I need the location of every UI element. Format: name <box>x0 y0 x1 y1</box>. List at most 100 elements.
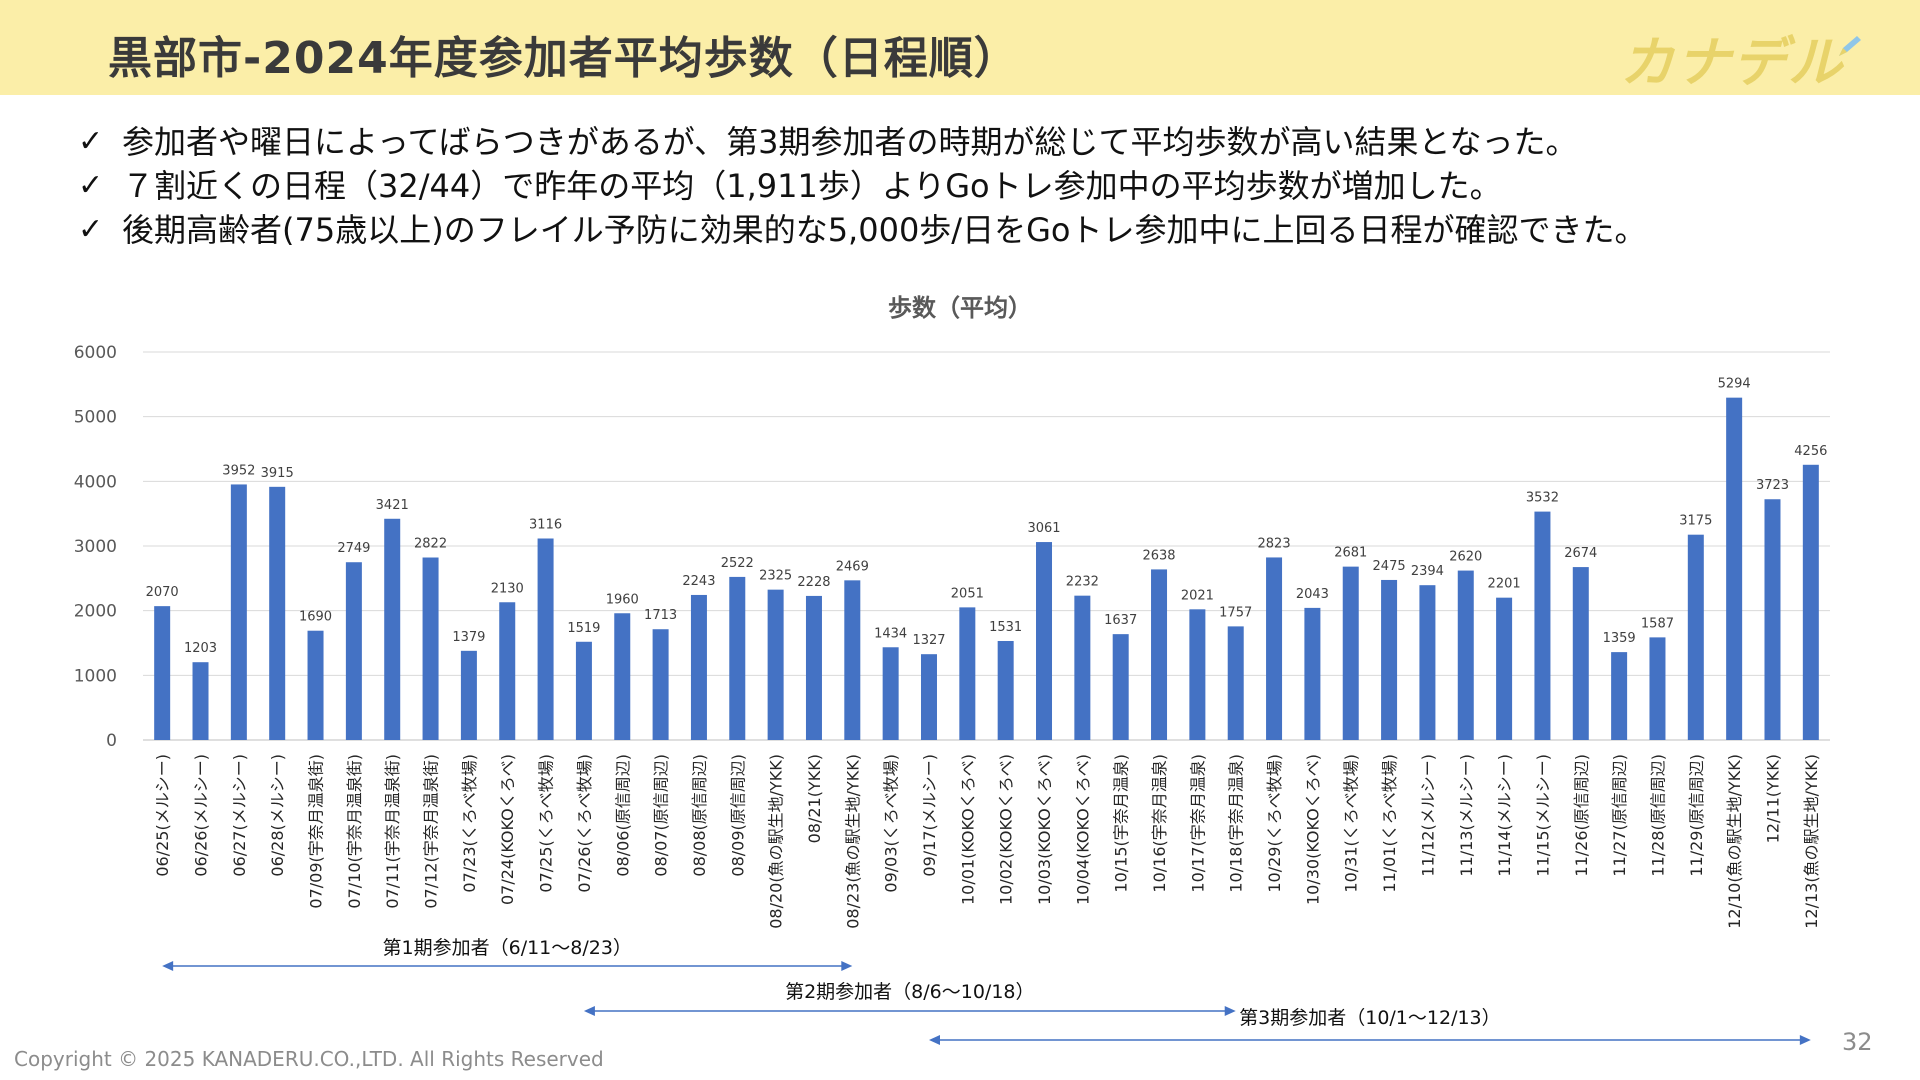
bar <box>537 538 554 740</box>
x-tick-label: 12/11(YKK) <box>1763 754 1782 843</box>
x-tick-label: 11/28(原信周辺) <box>1648 754 1667 877</box>
bar <box>882 647 899 740</box>
data-label: 2228 <box>797 575 830 590</box>
data-label: 1637 <box>1104 613 1137 628</box>
data-label: 2201 <box>1488 577 1521 592</box>
x-tick-label: 10/18(宇奈月温泉) <box>1227 754 1246 893</box>
chart-title: 歩数（平均） <box>888 294 1032 322</box>
x-tick-label: 12/10(魚の駅生地/YKK) <box>1725 754 1744 929</box>
y-tick-label: 3000 <box>74 537 117 557</box>
bar <box>384 518 401 740</box>
data-label: 2681 <box>1334 546 1367 561</box>
data-label: 2823 <box>1258 536 1291 551</box>
data-label: 1531 <box>989 620 1022 635</box>
period-label: 第3期参加者（10/1～12/13） <box>1239 1007 1501 1029</box>
check-icon: ✓ <box>78 124 104 159</box>
data-label: 2243 <box>682 574 715 589</box>
x-tick-label: 10/01(KOKOくろべ) <box>958 754 977 905</box>
bar <box>1189 609 1206 740</box>
y-tick-label: 1000 <box>74 666 117 686</box>
bar <box>690 594 707 740</box>
bar <box>1304 607 1321 740</box>
bar <box>805 595 822 740</box>
data-label: 3175 <box>1679 514 1712 529</box>
y-tick-label: 2000 <box>74 602 117 622</box>
x-tick-label: 11/26(原信周辺) <box>1572 754 1591 877</box>
x-tick-label: 07/09(宇奈月温泉街) <box>307 754 326 909</box>
x-tick-label: 11/29(原信周辺) <box>1687 754 1706 877</box>
bar <box>1074 595 1091 740</box>
bullet-item: ✓ 参加者や曜日によってばらつきがあるが、第3期参加者の時期が総じて平均歩数が高… <box>78 120 1878 164</box>
data-label: 2325 <box>759 569 792 584</box>
x-tick-label: 07/26(くろべ牧場) <box>575 754 594 893</box>
bullet-text: ７割近くの日程（32/44）で昨年の平均（1,911歩）よりGoトレ参加中の平均… <box>122 167 1502 205</box>
bar <box>1112 634 1129 740</box>
x-tick-label: 06/25(メルシー) <box>153 754 172 877</box>
bullet-text: 後期高齢者(75歳以上)のフレイル予防に効果的な5,000歩/日をGoトレ参加中… <box>122 211 1647 249</box>
bar <box>1227 626 1244 740</box>
x-tick-label: 10/04(KOKOくろべ) <box>1073 754 1092 905</box>
data-label: 2749 <box>337 541 370 556</box>
arrow-head-right <box>1799 1035 1811 1045</box>
x-tick-label: 10/31(くろべ牧場) <box>1342 754 1361 893</box>
period-label: 第2期参加者（8/6～10/18） <box>785 981 1034 1003</box>
x-tick-label: 09/17(メルシー) <box>920 754 939 877</box>
data-label: 4256 <box>1794 444 1827 459</box>
bar <box>1381 579 1398 740</box>
x-tick-label: 08/23(魚の駅生地/YKK) <box>843 754 862 929</box>
x-tick-label: 11/01(くろべ牧場) <box>1380 754 1399 893</box>
y-tick-label: 6000 <box>74 343 117 363</box>
data-label: 1434 <box>874 626 907 641</box>
bar <box>1649 637 1666 740</box>
bar <box>997 640 1014 740</box>
x-tick-label: 07/12(宇奈月温泉街) <box>422 754 441 909</box>
bar <box>230 484 247 740</box>
x-tick-label: 08/06(原信周辺) <box>613 754 632 877</box>
data-label: 2620 <box>1449 550 1482 565</box>
data-label: 1960 <box>606 592 639 607</box>
data-label: 2522 <box>721 556 754 571</box>
x-tick-label: 11/12(メルシー) <box>1418 754 1437 877</box>
data-label: 2043 <box>1296 587 1329 602</box>
page-number: 32 <box>1842 1028 1873 1056</box>
bar <box>269 486 286 740</box>
data-label: 2638 <box>1142 548 1175 563</box>
x-tick-label: 06/27(メルシー) <box>230 754 249 877</box>
bar <box>1419 585 1436 740</box>
y-tick-label: 5000 <box>74 408 117 428</box>
bar <box>729 576 746 740</box>
bar <box>307 630 324 740</box>
bar <box>1496 597 1513 740</box>
x-tick-label: 11/27(原信周辺) <box>1610 754 1629 877</box>
x-tick-label: 10/03(KOKOくろべ) <box>1035 754 1054 905</box>
data-label: 3915 <box>261 466 294 481</box>
x-tick-label: 06/26(メルシー) <box>192 754 211 877</box>
header-bar: 黒部市-2024年度参加者平均歩数（日程順） カナデル <box>0 0 1920 95</box>
data-label: 2130 <box>491 581 524 596</box>
data-label: 2469 <box>836 559 869 574</box>
y-tick-label: 0 <box>106 731 117 751</box>
x-tick-label: 10/02(KOKOくろべ) <box>997 754 1016 905</box>
data-label: 2822 <box>414 537 447 552</box>
data-label: 1203 <box>184 641 217 656</box>
y-tick-label: 4000 <box>74 472 117 492</box>
x-tick-label: 11/14(メルシー) <box>1495 754 1514 877</box>
data-label: 1757 <box>1219 605 1252 620</box>
arrow-head-left <box>583 1006 595 1016</box>
data-label: 1379 <box>452 630 485 645</box>
x-tick-label: 08/07(原信周辺) <box>652 754 671 877</box>
bar <box>959 607 976 740</box>
bar <box>844 580 861 740</box>
bullet-item: ✓ ７割近くの日程（32/44）で昨年の平均（1,911歩）よりGoトレ参加中の… <box>78 164 1878 208</box>
x-tick-label: 07/10(宇奈月温泉街) <box>345 754 364 909</box>
x-tick-label: 10/16(宇奈月温泉) <box>1150 754 1169 893</box>
arrow-head-left <box>162 961 174 971</box>
x-tick-label: 10/17(宇奈月温泉) <box>1188 754 1207 893</box>
data-label: 2051 <box>951 586 984 601</box>
check-icon: ✓ <box>78 168 104 203</box>
bar <box>1726 397 1743 740</box>
x-tick-label: 08/20(魚の駅生地/YKK) <box>767 754 786 929</box>
x-tick-label: 11/13(メルシー) <box>1457 754 1476 877</box>
data-label: 2674 <box>1564 546 1597 561</box>
x-tick-label: 08/21(YKK) <box>805 754 824 843</box>
